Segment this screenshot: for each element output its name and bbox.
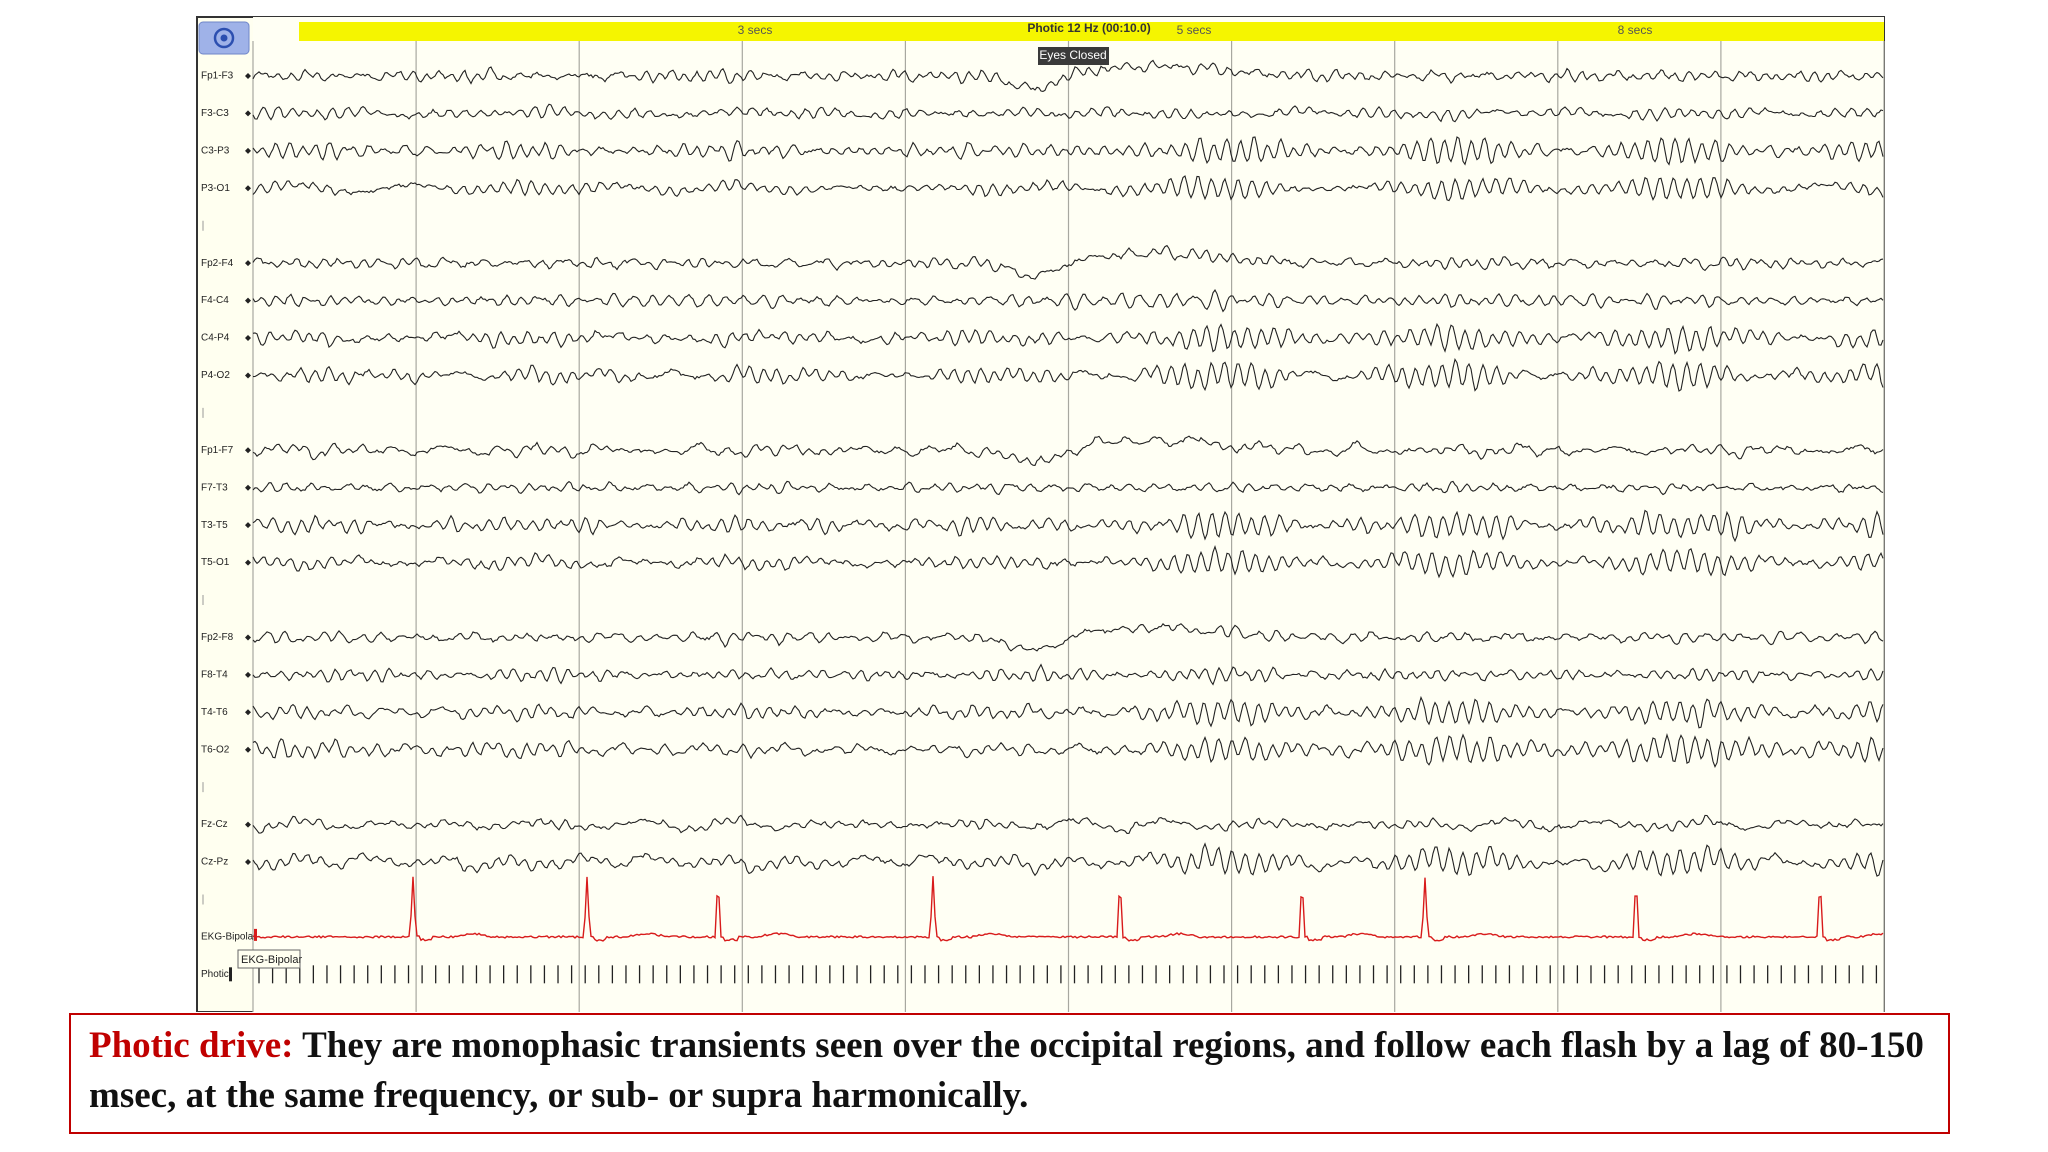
channel-marker — [245, 260, 251, 267]
caption-box: Photic drive: They are monophasic transi… — [69, 1013, 1950, 1134]
time-label: 3 secs — [738, 23, 773, 37]
eeg-trace — [252, 288, 1884, 313]
channel-label: EKG-Bipolar — [201, 932, 257, 943]
eeg-trace — [252, 322, 1884, 355]
annotation-box[interactable] — [1038, 47, 1109, 65]
time-grid — [252, 41, 1885, 1012]
ekg-trace — [252, 876, 1884, 942]
time-label: 8 secs — [1618, 23, 1653, 37]
ekg-marker — [254, 928, 257, 941]
eeg-trace — [252, 244, 1884, 280]
channel-label: Fp2-F4 — [201, 258, 234, 269]
channel-marker — [245, 671, 251, 678]
channel-marker — [245, 372, 251, 379]
channel-label: F8-T4 — [201, 670, 228, 681]
caption-text: They are monophasic transients seen over… — [89, 1025, 1924, 1116]
channel-label: F3-C3 — [201, 108, 229, 119]
eeg-trace — [252, 733, 1884, 768]
photic-label: Photic 12 Hz (00:10.0) — [1027, 21, 1150, 35]
channel-label: C3-P3 — [201, 146, 230, 157]
channel-marker — [245, 634, 251, 641]
eeg-trace — [252, 814, 1884, 834]
channel-marker — [245, 859, 251, 866]
channel-label: Photic — [201, 969, 229, 980]
channel-label: Fz-Cz — [201, 819, 228, 830]
channel-marker — [245, 147, 251, 154]
channel-label: F7-T3 — [201, 482, 228, 493]
channel-label: Fp2-F8 — [201, 632, 234, 643]
channel-marker — [245, 335, 251, 342]
photic-marker — [229, 967, 232, 982]
eeg-trace — [252, 136, 1884, 166]
channel-marker — [245, 559, 251, 566]
eeg-trace — [252, 842, 1884, 877]
channel-marker — [245, 110, 251, 117]
channel-marker — [245, 297, 251, 304]
channel-label: T3-T5 — [201, 520, 228, 531]
tool-icon — [213, 27, 235, 49]
eeg-trace — [252, 544, 1884, 579]
eeg-trace — [252, 103, 1884, 123]
eeg-trace — [252, 59, 1884, 92]
traces: Fp1-F3 F3-C3 C3-P3 P3-O1 Fp2-F4 F4-C4 C4-P4 P4-… — [201, 59, 1884, 984]
eeg-viewer: Fp1-F3 F3-C3 C3-P3 P3-O1 Fp2-F4 F4-C4 C4-P4 P4-… — [196, 16, 1885, 1012]
channel-marker — [245, 185, 251, 192]
eeg-trace — [252, 509, 1884, 543]
eeg-trace — [252, 663, 1884, 686]
channel-marker — [245, 746, 251, 753]
channel-marker — [245, 73, 251, 79]
eeg-trace — [252, 695, 1884, 729]
channel-label: Cz-Pz — [201, 857, 228, 868]
eeg-trace — [252, 480, 1884, 496]
eeg-trace — [252, 435, 1884, 466]
tooltip-box — [237, 949, 301, 969]
channel-label: P3-O1 — [201, 183, 230, 194]
channel-marker — [245, 709, 251, 716]
time-label: 5 secs — [1177, 23, 1212, 37]
channel-marker — [245, 522, 251, 529]
channel-label: Fp1-F7 — [201, 445, 234, 456]
channel-label: T5-O1 — [201, 557, 230, 568]
channel-marker — [245, 484, 251, 491]
annotation: Eyes Closed — [1039, 48, 1106, 62]
channel-marker — [245, 447, 251, 454]
tooltip: EKG-Bipolar — [241, 954, 302, 966]
channel-marker — [245, 821, 251, 828]
channel-label: T4-T6 — [201, 707, 228, 718]
eeg-trace — [252, 622, 1884, 652]
tool-icon-dot — [220, 34, 228, 42]
eeg-trace — [252, 175, 1884, 202]
photic-bar — [299, 22, 1884, 41]
channel-label: P4-O2 — [201, 370, 230, 381]
eeg-trace — [252, 357, 1884, 392]
channel-label: F4-C4 — [201, 295, 229, 306]
caption-lead: Photic drive: — [89, 1025, 294, 1066]
channel-label: T6-O2 — [201, 744, 230, 755]
channel-label: C4-P4 — [201, 333, 230, 344]
channel-label: Fp1-F3 — [201, 71, 234, 82]
